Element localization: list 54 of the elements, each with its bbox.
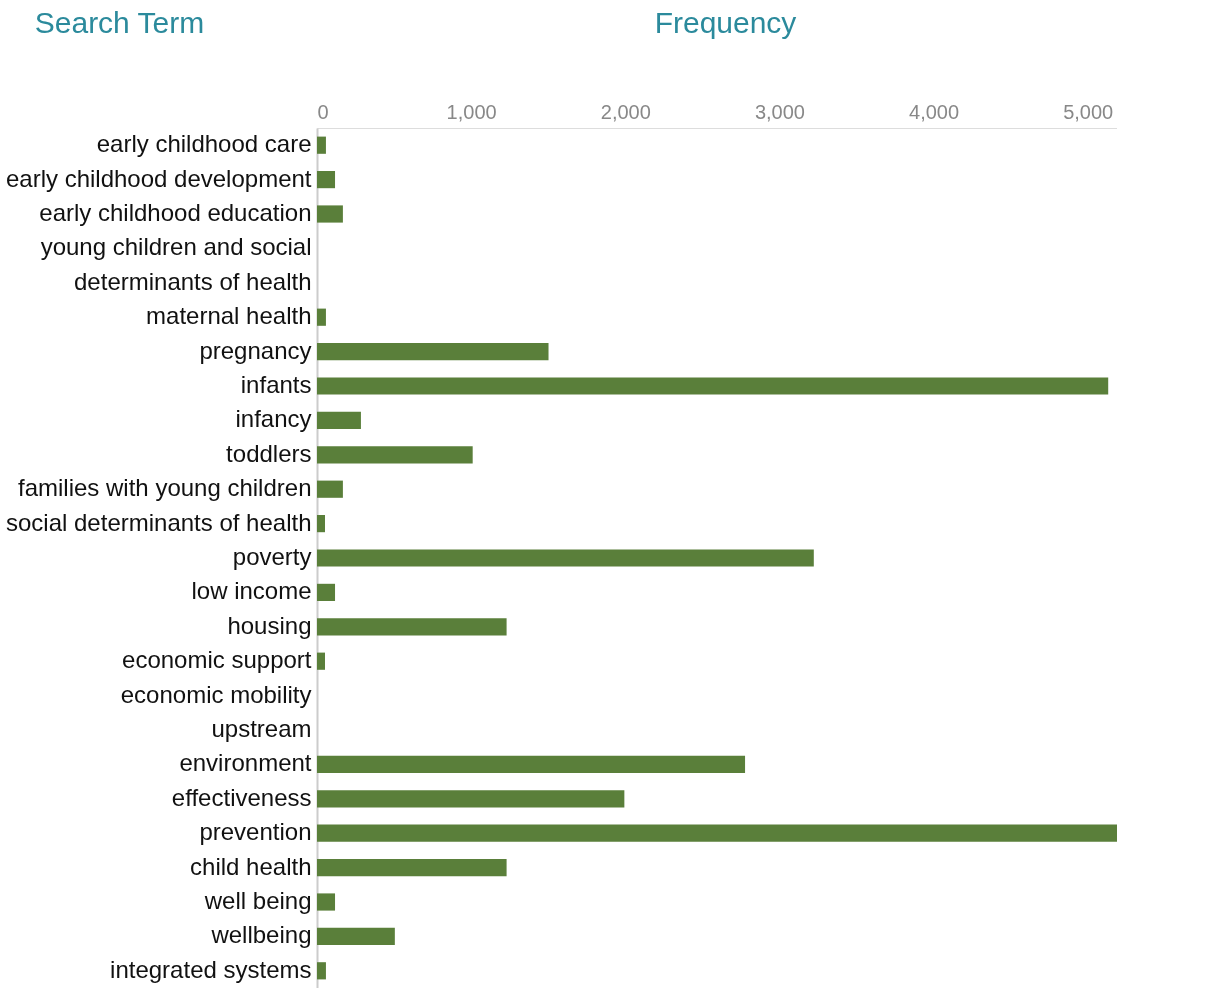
bar — [317, 790, 625, 808]
y-tick-label: toddlers — [226, 439, 312, 467]
y-tick-label: infants — [240, 371, 312, 398]
y-tick-label: environment — [179, 749, 312, 777]
y-tick-label: families with young children — [18, 474, 312, 502]
bar — [317, 377, 1109, 395]
x-tick-label: 4,000 — [909, 100, 960, 123]
bar — [317, 411, 361, 429]
bar — [317, 136, 326, 154]
x-axis-title: Frequency — [654, 5, 797, 39]
y-tick-label: determinants of health — [74, 267, 312, 295]
y-tick-label: integrated systems — [110, 955, 312, 983]
y-tick-label: prevention — [199, 818, 312, 846]
bar — [317, 893, 336, 911]
bar — [317, 618, 507, 636]
x-tick-label: 0 — [317, 100, 329, 123]
bar — [317, 927, 395, 945]
x-tick-label: 2,000 — [600, 100, 651, 123]
bar — [317, 515, 326, 533]
bar — [317, 583, 336, 601]
bar — [317, 205, 343, 223]
y-tick-label: housing — [227, 611, 312, 639]
y-tick-label: well being — [203, 887, 312, 914]
x-tick-label: 3,000 — [754, 100, 805, 123]
y-tick-label: young children and social — [40, 233, 312, 261]
bar — [317, 549, 814, 567]
y-tick-label: early childhood development — [5, 164, 312, 192]
bar — [317, 824, 1117, 842]
bar — [317, 652, 326, 670]
y-tick-label: child health — [190, 852, 312, 880]
bar — [317, 480, 343, 498]
bar — [317, 962, 326, 980]
bar — [317, 171, 336, 189]
bar — [317, 308, 326, 326]
x-tick-label: 1,000 — [446, 100, 497, 123]
x-tick-label: 5,000 — [1063, 100, 1114, 123]
y-axis-title: Search Term — [34, 5, 205, 39]
y-tick-label: poverty — [232, 543, 312, 570]
y-tick-label: wellbeing — [210, 921, 312, 949]
bar — [317, 859, 507, 877]
y-tick-label: low income — [191, 577, 312, 605]
bar — [317, 755, 746, 773]
y-tick-label: early childhood education — [39, 199, 312, 226]
y-tick-label: pregnancy — [199, 336, 312, 364]
y-tick-label: social determinants of health — [5, 508, 312, 536]
bar — [317, 446, 473, 464]
y-tick-label: upstream — [211, 715, 312, 742]
y-tick-label: maternal health — [146, 302, 312, 330]
y-tick-label: effectiveness — [171, 783, 312, 811]
y-tick-label: early childhood care — [96, 130, 312, 158]
y-tick-label: economic mobility — [120, 680, 312, 708]
y-tick-label: economic support — [122, 646, 312, 674]
y-tick-label: infancy — [235, 405, 312, 433]
bar — [317, 343, 549, 361]
